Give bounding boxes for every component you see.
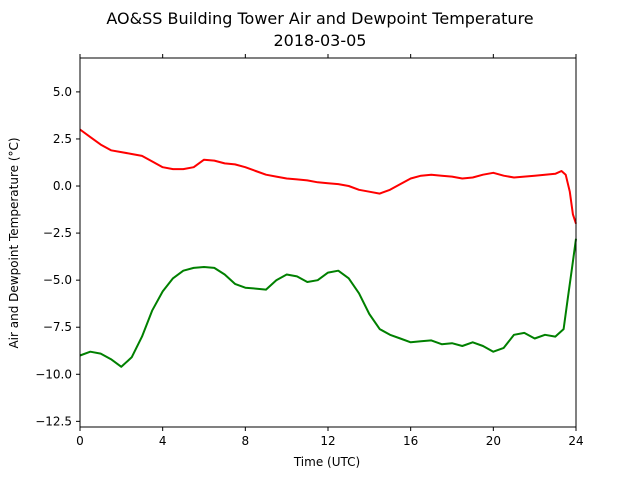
y-tick-label: −10.0	[35, 367, 72, 381]
chart-subtitle: 2018-03-05	[274, 31, 367, 50]
plot-area	[79, 128, 577, 368]
y-tick-label: −2.5	[43, 226, 72, 240]
x-tick-label: 16	[403, 434, 418, 448]
series-line-1	[79, 128, 577, 225]
y-tick-label: −12.5	[35, 414, 72, 428]
axes-frame	[79, 57, 577, 428]
x-tick-label: 20	[486, 434, 501, 448]
series-line-2	[79, 238, 577, 368]
y-axis-label: Air and Dewpoint Temperature (°C)	[7, 137, 21, 348]
y-tick-label: 5.0	[53, 85, 72, 99]
x-tick-label: 4	[159, 434, 167, 448]
x-tick-label: 0	[76, 434, 84, 448]
y-tick-label: −5.0	[43, 273, 72, 287]
y-tick-label: 0.0	[53, 179, 72, 193]
y-tick-label: −7.5	[43, 320, 72, 334]
y-axis-ticks: 5.0 2.5 0.0 −2.5 −5.0 −7.5 −10.0 −12.5	[35, 85, 80, 428]
x-axis-label: Time (UTC)	[293, 455, 360, 469]
x-tick-label: 8	[242, 434, 250, 448]
x-axis-ticks: 0 4 8 12 16 20 24	[76, 54, 584, 448]
x-tick-label: 12	[320, 434, 335, 448]
chart-title: AO&SS Building Tower Air and Dewpoint Te…	[106, 9, 533, 28]
x-tick-label: 24	[568, 434, 583, 448]
y-tick-label: 2.5	[53, 132, 72, 146]
